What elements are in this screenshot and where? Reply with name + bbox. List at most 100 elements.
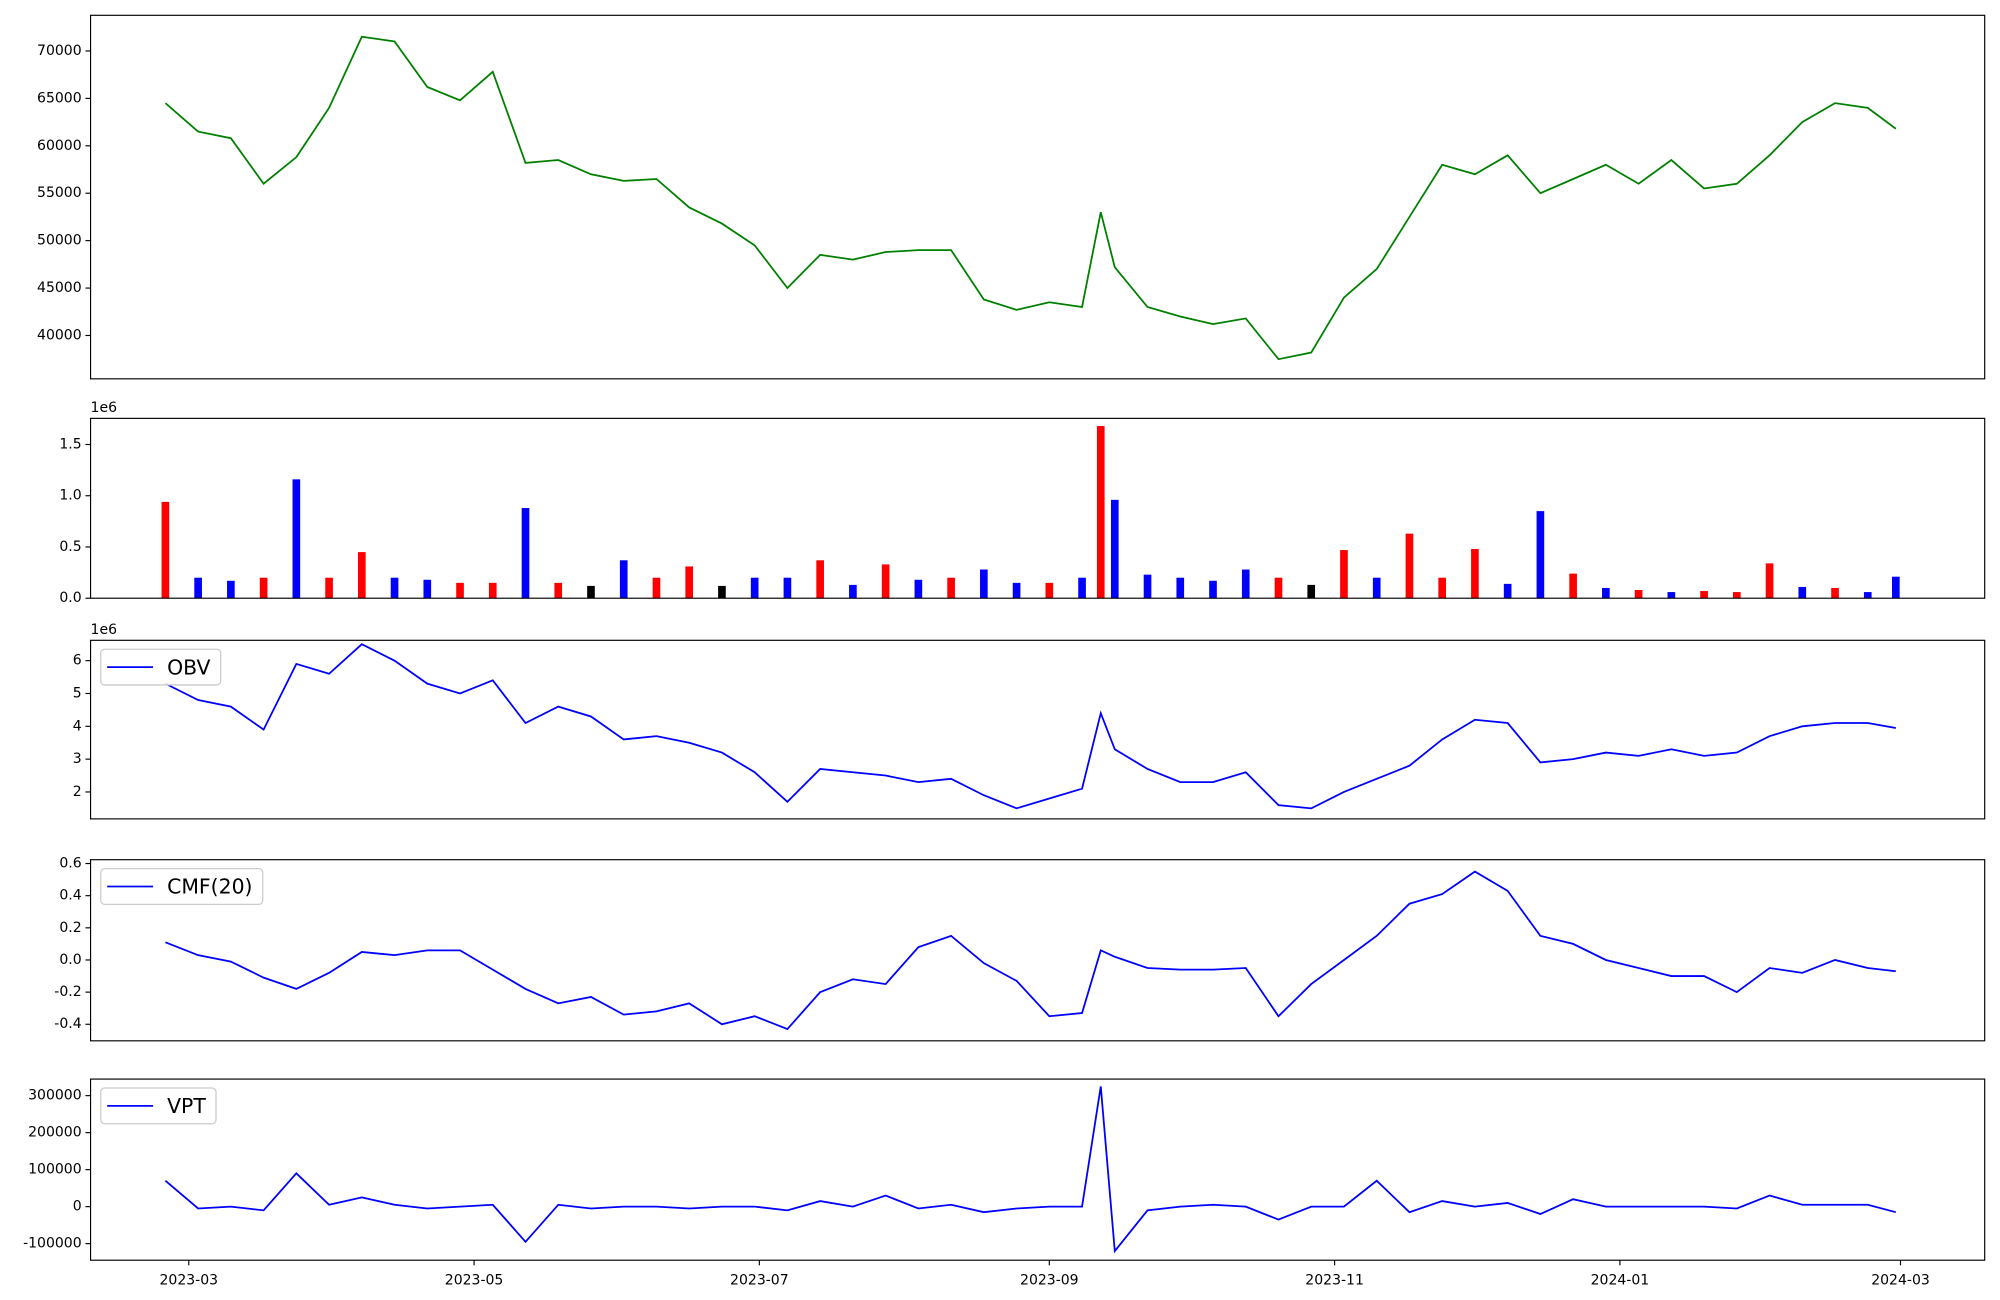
bar [1340,550,1348,599]
bar [292,479,301,599]
y-tick-label: 0.4 [59,888,81,904]
legend-box [100,648,222,686]
bar [1863,592,1872,599]
bar [1372,577,1381,599]
bar [1602,587,1610,599]
bar [1798,586,1807,599]
y-tick-label: 0.0 [59,590,81,606]
y-tick-label: 40000 [37,327,82,343]
bar [423,579,432,599]
bar [619,560,628,599]
x-tick-label: 2023-07 [730,1273,789,1289]
bar [325,577,333,599]
bar [1536,511,1545,599]
axes-frame [89,14,1986,380]
bar [1765,563,1774,599]
bar [1634,590,1643,599]
y-tick-label: 5 [73,685,82,701]
y-tick-label: 0.6 [59,856,81,872]
y-tick-label: -100000 [23,1236,82,1252]
bar [1892,576,1900,599]
series-line [164,35,1897,361]
legend-box [100,867,264,905]
y-tick-label: 45000 [37,280,82,296]
legend-text: VPT [167,1094,206,1118]
bar [750,577,759,599]
y-tick-label: 65000 [37,90,82,106]
bar [227,580,235,599]
bar [1012,582,1021,599]
y-tick-label: -0.4 [54,1016,81,1032]
legend-text: OBV [167,655,210,679]
bar [816,560,824,599]
bar [554,582,563,599]
series-line [164,1086,1897,1254]
bar [521,508,530,599]
bar [685,566,694,599]
axes-frame [89,639,1986,820]
bar [652,577,661,599]
series-line [164,643,1896,810]
y-tick-label: 200000 [28,1125,82,1141]
y-tick-label: 300000 [28,1088,82,1104]
y-tick-label: 3 [73,751,82,767]
bar [783,577,792,599]
axes-frame [89,1078,1986,1261]
y-tick-label: 0.0 [59,952,81,968]
x-tick-label: 2023-05 [445,1273,504,1289]
bar [1732,592,1741,599]
x-tick-label: 2023-09 [1020,1273,1079,1289]
y-tick-label: 1.0 [59,488,81,504]
bar [1143,574,1152,599]
bar [1045,582,1054,599]
axes-frame [89,859,1986,1042]
bar [161,501,170,599]
bar [1831,587,1839,599]
bar [914,579,923,599]
bar [1569,573,1577,599]
axes-frame [89,417,1986,599]
bar [587,585,595,599]
bar [1096,426,1105,599]
bar [1209,580,1217,599]
bar [357,552,366,599]
x-tick-label: 2024-01 [1591,1273,1650,1289]
bar [1078,577,1086,599]
offset-text: 1e6 [91,400,118,416]
bar [1667,592,1676,599]
bar [1241,569,1250,599]
bar [980,569,988,599]
bar [947,577,955,599]
bar [1274,577,1283,599]
legend-text: CMF(20) [167,875,252,899]
y-tick-label: 1.5 [59,436,81,452]
bar [194,577,202,599]
bar [1307,584,1316,599]
bar [259,577,268,599]
y-tick-label: 60000 [37,138,82,154]
bar [881,564,890,599]
bar [1438,577,1447,599]
x-tick-label: 2024-03 [1871,1273,1930,1289]
bar [1700,591,1708,599]
bar [1471,549,1479,599]
y-tick-label: -0.2 [54,984,81,1000]
y-tick-label: 0.5 [59,539,81,555]
y-tick-label: 0 [73,1199,82,1215]
x-tick-label: 2023-11 [1305,1273,1364,1289]
bar [456,582,464,599]
y-tick-label: 4 [73,718,82,734]
bar [1405,533,1414,599]
bar [1110,499,1119,599]
y-tick-label: 6 [73,653,82,669]
offset-text: 1e6 [91,622,118,638]
bar [1176,577,1185,599]
y-tick-label: 100000 [28,1162,82,1178]
bar [718,585,726,599]
bar [1503,583,1512,599]
y-tick-label: 2 [73,784,82,800]
y-tick-label: 0.2 [59,920,81,936]
bar [390,577,399,599]
